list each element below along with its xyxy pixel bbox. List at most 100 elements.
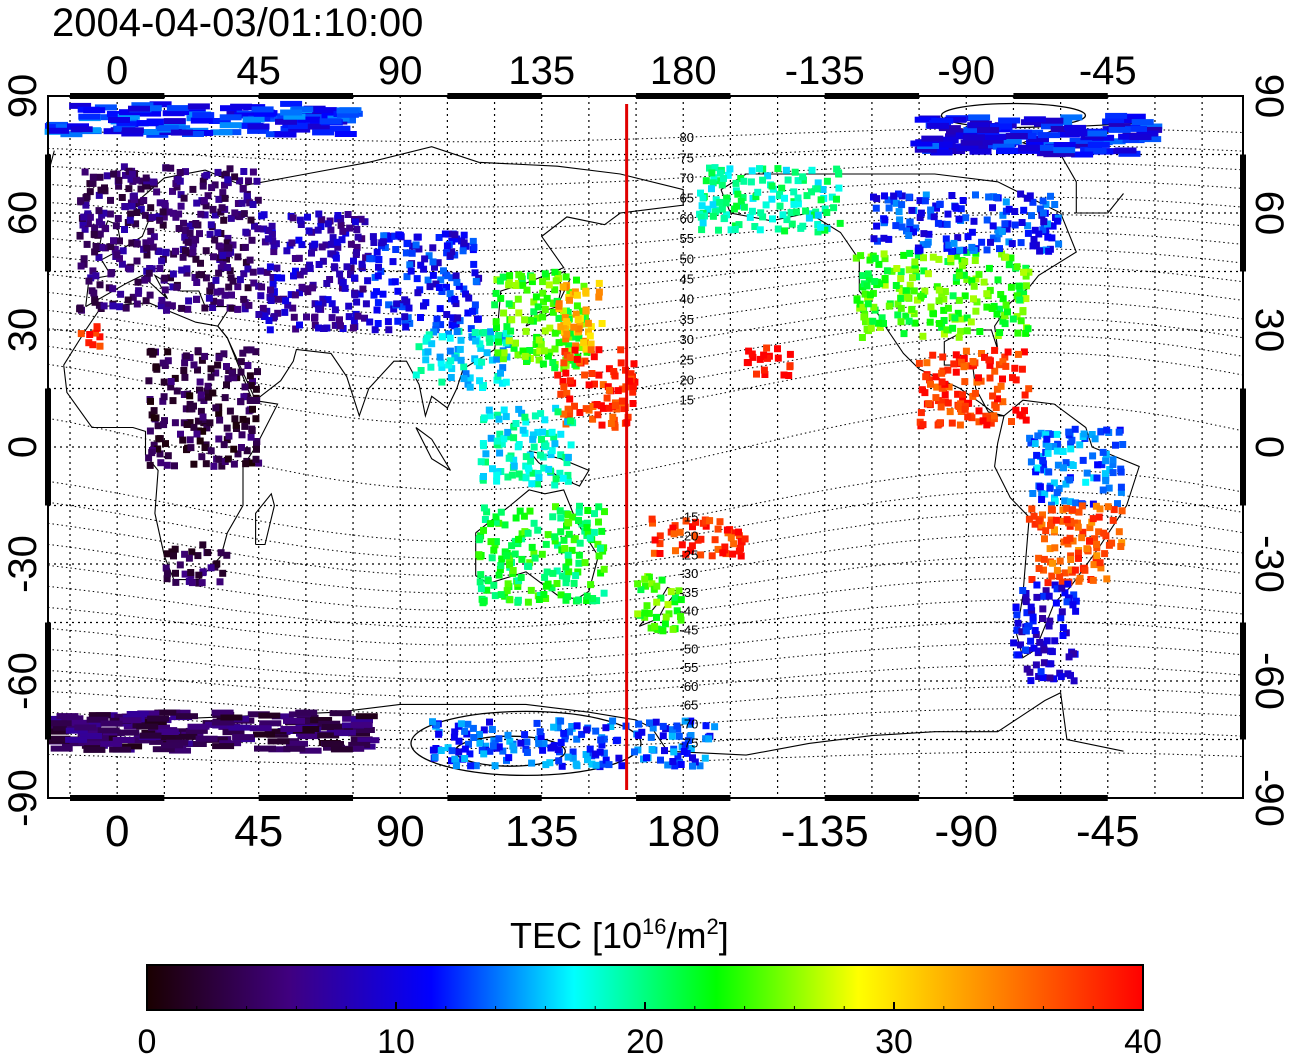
tec-cell — [671, 762, 679, 770]
tec-cell — [1096, 505, 1104, 513]
tec-cell — [996, 329, 1004, 336]
tec-cell — [1027, 458, 1035, 466]
tec-cell — [1088, 431, 1096, 438]
tec-cell — [213, 560, 221, 568]
tec-cell — [353, 298, 361, 306]
tec-cell — [122, 171, 129, 179]
tec-cell — [523, 286, 531, 294]
tec-cell — [852, 254, 860, 262]
tec-cell — [223, 255, 230, 263]
tec-cell — [1023, 609, 1031, 617]
tec-cell — [561, 545, 569, 552]
tec-cell — [447, 357, 455, 365]
tec-cell — [555, 339, 563, 347]
tec-cell — [210, 129, 233, 136]
tec-cell — [881, 275, 889, 282]
tec-cell — [926, 376, 933, 384]
colorbar-label-close: ] — [719, 915, 729, 956]
tec-cell — [221, 194, 229, 202]
tec-cell — [593, 597, 601, 605]
tec-cell — [1037, 453, 1045, 461]
tec-cell — [181, 550, 189, 558]
tec-cell — [1028, 212, 1035, 220]
bottom-lon-label: 180 — [647, 807, 720, 856]
tec-cell — [516, 507, 524, 515]
tec-cell — [253, 731, 275, 738]
tec-cell — [420, 265, 428, 273]
tec-cell — [880, 250, 888, 258]
tec-cell — [659, 722, 667, 730]
tec-cell — [501, 334, 509, 342]
tec-cell — [158, 296, 166, 304]
tec-cell — [956, 421, 964, 429]
tec-cell — [1005, 205, 1013, 213]
tec-cell — [1004, 308, 1011, 316]
tec-cell — [530, 549, 538, 557]
tec-cell — [741, 535, 749, 543]
right-lat-label: 90 — [1247, 74, 1291, 119]
tec-cell — [1045, 468, 1053, 476]
tec-cell — [999, 295, 1007, 303]
tec-cell — [77, 262, 85, 270]
tec-cell — [350, 317, 358, 324]
tec-cell — [252, 415, 260, 423]
tec-cell — [263, 268, 271, 276]
tec-cell — [539, 360, 547, 368]
tec-cell — [714, 545, 722, 553]
tec-cell — [971, 389, 979, 397]
tec-cell — [1114, 500, 1121, 508]
tec-cell — [138, 177, 146, 185]
tec-cell — [1014, 350, 1022, 358]
tec-cell — [780, 371, 788, 379]
tec-cell — [557, 528, 565, 536]
tec-cell — [1030, 512, 1038, 520]
tec-cell — [192, 112, 215, 119]
tec-cell — [243, 346, 251, 354]
tec-cell — [488, 726, 496, 733]
tec-cell — [97, 243, 105, 251]
tec-cell — [1040, 555, 1048, 563]
tec-cell — [926, 146, 949, 153]
tec-cell — [530, 308, 538, 316]
tec-cell — [711, 536, 719, 544]
tec-cell — [318, 216, 326, 224]
tec-cell — [92, 272, 100, 280]
tec-cell — [1022, 646, 1029, 654]
tec-cell — [117, 290, 125, 298]
bottom-lon-label: 45 — [234, 807, 283, 856]
tec-cell — [746, 213, 754, 221]
tec-cell — [589, 403, 597, 410]
tec-cell — [139, 110, 162, 117]
tec-cell — [969, 358, 977, 365]
tec-cell — [1049, 559, 1057, 567]
tec-cell — [429, 271, 437, 279]
tec-cell — [1053, 430, 1061, 438]
tec-cell — [156, 125, 179, 132]
tec-cell — [219, 251, 227, 259]
tec-cell — [978, 238, 986, 246]
tec-cell — [583, 597, 591, 604]
tec-cell — [291, 106, 314, 113]
tec-cell — [908, 305, 916, 313]
tec-cell — [1039, 511, 1046, 519]
tec-cell — [492, 289, 500, 297]
tec-cell — [144, 719, 167, 725]
tec-cell — [1050, 675, 1058, 683]
tec-cell — [970, 217, 978, 225]
tec-cell — [687, 745, 695, 752]
tec-cell — [1032, 631, 1040, 639]
tec-cell — [559, 378, 567, 385]
tec-cell — [119, 717, 142, 724]
tec-cell — [970, 282, 978, 290]
tec-cell — [163, 550, 171, 558]
tec-cell — [1015, 651, 1023, 659]
tec-cell — [1039, 674, 1047, 682]
tec-cell — [234, 200, 242, 207]
tec-cell — [1108, 126, 1131, 133]
tec-cell — [483, 586, 491, 594]
tec-cell — [525, 562, 533, 570]
tec-cell — [240, 168, 248, 175]
tec-cell — [1081, 566, 1089, 574]
tec-cell — [149, 738, 172, 745]
